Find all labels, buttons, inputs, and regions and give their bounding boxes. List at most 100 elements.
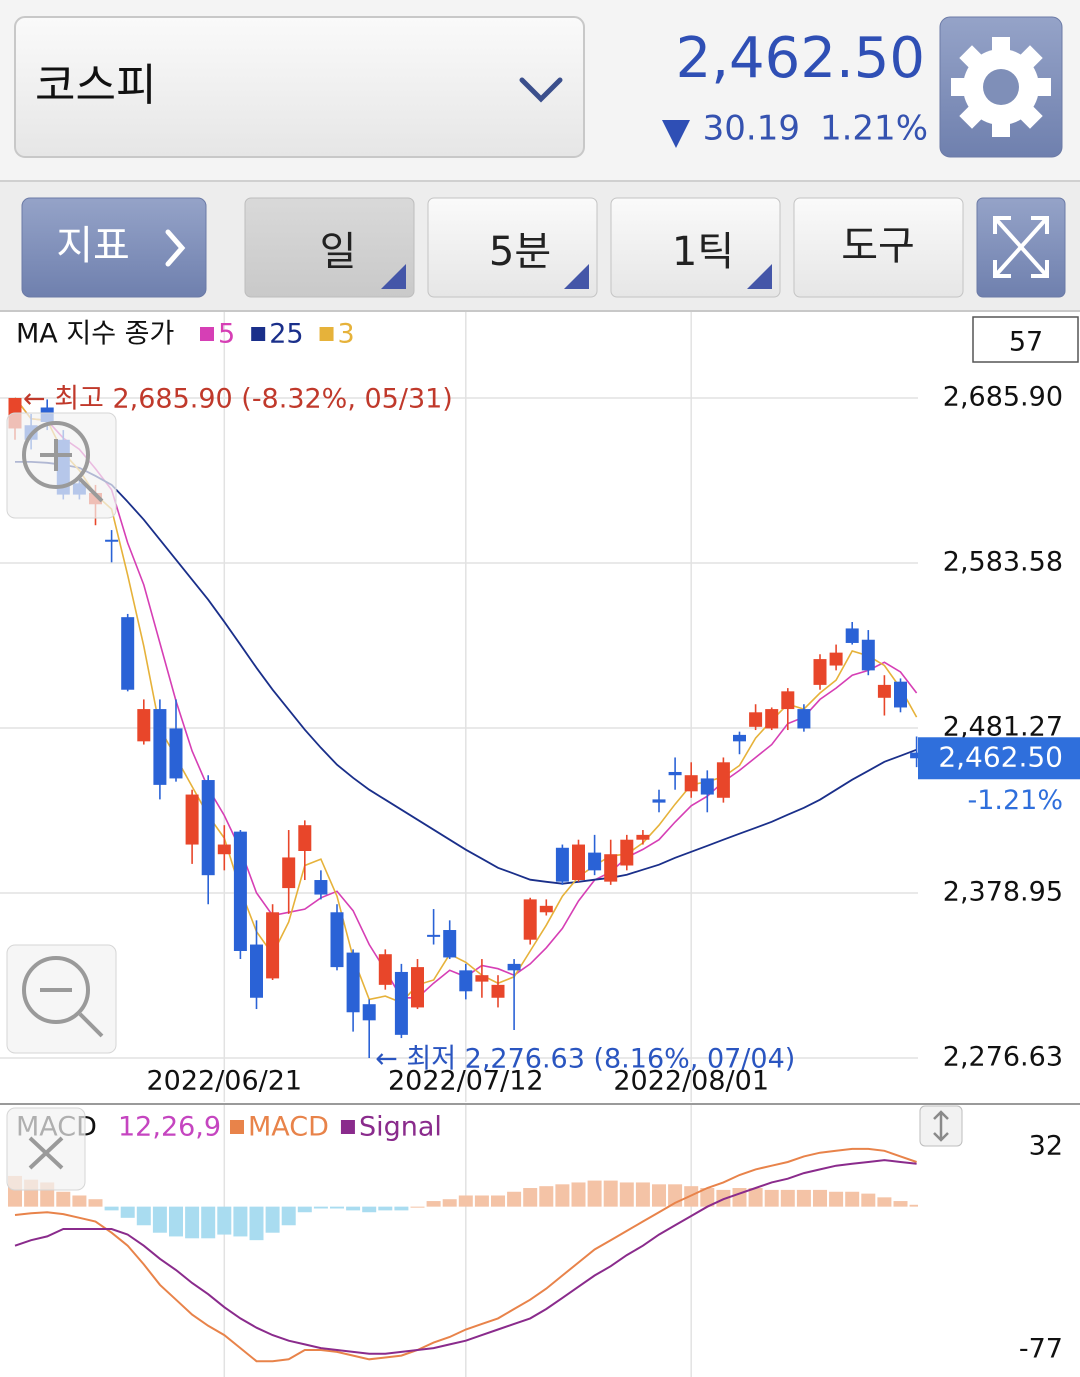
histogram-bar — [394, 1206, 409, 1211]
x-tick-label: 2022/06/21 — [146, 1066, 302, 1097]
candle-body — [121, 617, 135, 690]
toolbar-label: 5분 — [489, 229, 551, 275]
zoom-in-icon — [22, 421, 104, 503]
tick-button[interactable] — [610, 197, 781, 298]
index-name: 코스피 — [35, 60, 156, 111]
macd-params: 12,26,9 — [118, 1112, 221, 1143]
legend-swatch — [340, 1120, 355, 1134]
histogram-bar — [893, 1201, 908, 1207]
histogram-bar — [330, 1206, 344, 1209]
toolbar-label: 도구 — [841, 223, 915, 269]
gear-icon — [951, 37, 1051, 137]
candle-body — [185, 794, 199, 845]
candle-body — [813, 659, 827, 685]
candle-body — [781, 691, 795, 710]
histogram-bar — [136, 1206, 151, 1226]
candle-body — [491, 984, 505, 998]
candle-body — [539, 905, 553, 913]
candle-body — [378, 954, 392, 985]
y-tick-label: 2,685.90 — [943, 381, 1063, 412]
candle-body — [523, 899, 537, 940]
histogram-bar — [474, 1195, 489, 1207]
tools-button[interactable] — [793, 197, 964, 298]
close-icon — [28, 1136, 64, 1170]
histogram-bar — [491, 1195, 505, 1207]
price-change: 30.19 — [703, 109, 800, 149]
legend-label: 25 — [269, 319, 303, 350]
candle-body — [411, 967, 424, 1008]
candle-body — [700, 778, 714, 795]
histogram-bar — [233, 1206, 248, 1237]
macd-line — [14, 1159, 917, 1355]
close-indicator-button[interactable] — [6, 1107, 86, 1191]
histogram-bar — [104, 1206, 119, 1211]
x-tick-label: 2022/07/12 — [388, 1066, 544, 1097]
corner-mark — [747, 264, 772, 289]
candle-body — [346, 952, 360, 1013]
current-price: 2,462.50 — [676, 26, 925, 91]
zoom-in-button[interactable] — [6, 412, 117, 519]
candle-body — [250, 944, 263, 998]
candle-body — [394, 971, 408, 1035]
ma-line — [15, 461, 917, 885]
histogram-bar — [120, 1206, 135, 1218]
dropdown-chevron — [519, 77, 563, 103]
histogram-bar — [635, 1182, 650, 1207]
histogram-bar — [732, 1188, 747, 1207]
price-change-pct: 1.21% — [820, 109, 928, 149]
legend-swatch — [319, 327, 334, 341]
candle-body — [668, 771, 682, 776]
candle-body — [153, 709, 167, 785]
period-button[interactable] — [244, 197, 415, 298]
toolbar-label: 지표 — [56, 223, 130, 269]
histogram-bar — [346, 1206, 361, 1211]
legend-label: 3 — [338, 319, 355, 350]
interval-button[interactable] — [427, 197, 598, 298]
candle-body — [507, 963, 521, 971]
histogram-bar — [169, 1206, 183, 1237]
index-dropdown[interactable] — [14, 16, 585, 158]
histogram-bar — [378, 1206, 393, 1211]
candle-body — [733, 734, 746, 742]
indicator-button[interactable] — [21, 197, 207, 298]
down-triangle — [662, 120, 690, 148]
candle-body — [105, 539, 119, 542]
corner-mark — [564, 264, 589, 289]
high-annotation: ← 최고 2,685.90 (-8.32%, 05/31) — [23, 383, 453, 414]
count-box — [972, 316, 1079, 363]
histogram-bar — [249, 1206, 264, 1241]
histogram-bar — [813, 1189, 827, 1207]
macd-plot — [8, 1105, 918, 1377]
candle-body — [588, 852, 602, 871]
candle-body — [684, 775, 698, 792]
candle-body — [861, 639, 875, 671]
candle-body — [459, 970, 473, 992]
candle-body — [749, 712, 763, 727]
candle-body — [636, 834, 650, 840]
legend-swatch — [230, 1120, 244, 1134]
histogram-bar — [152, 1206, 167, 1233]
candle-body — [427, 934, 441, 937]
histogram-bar — [265, 1206, 280, 1233]
toolbar-label: 일 — [320, 229, 357, 275]
candle-body — [572, 844, 585, 881]
candle-body — [137, 709, 151, 742]
candle-body — [298, 825, 312, 851]
candle-body — [910, 752, 918, 759]
histogram-bar — [313, 1206, 328, 1209]
histogram-bar — [652, 1184, 666, 1207]
candle-body — [555, 847, 569, 882]
zoom-out-button[interactable] — [6, 944, 117, 1054]
legend-label: 5 — [218, 319, 235, 350]
last-change-label: -1.21% — [967, 785, 1063, 816]
histogram-bar — [185, 1206, 200, 1239]
histogram-bar — [442, 1199, 457, 1207]
histogram-bar — [410, 1206, 425, 1208]
histogram-bar — [571, 1182, 586, 1207]
candle-body — [894, 681, 907, 708]
candle-body — [604, 854, 618, 882]
histogram-bar — [700, 1188, 715, 1207]
candle-body — [169, 728, 183, 779]
zoom-out-icon — [22, 956, 104, 1038]
